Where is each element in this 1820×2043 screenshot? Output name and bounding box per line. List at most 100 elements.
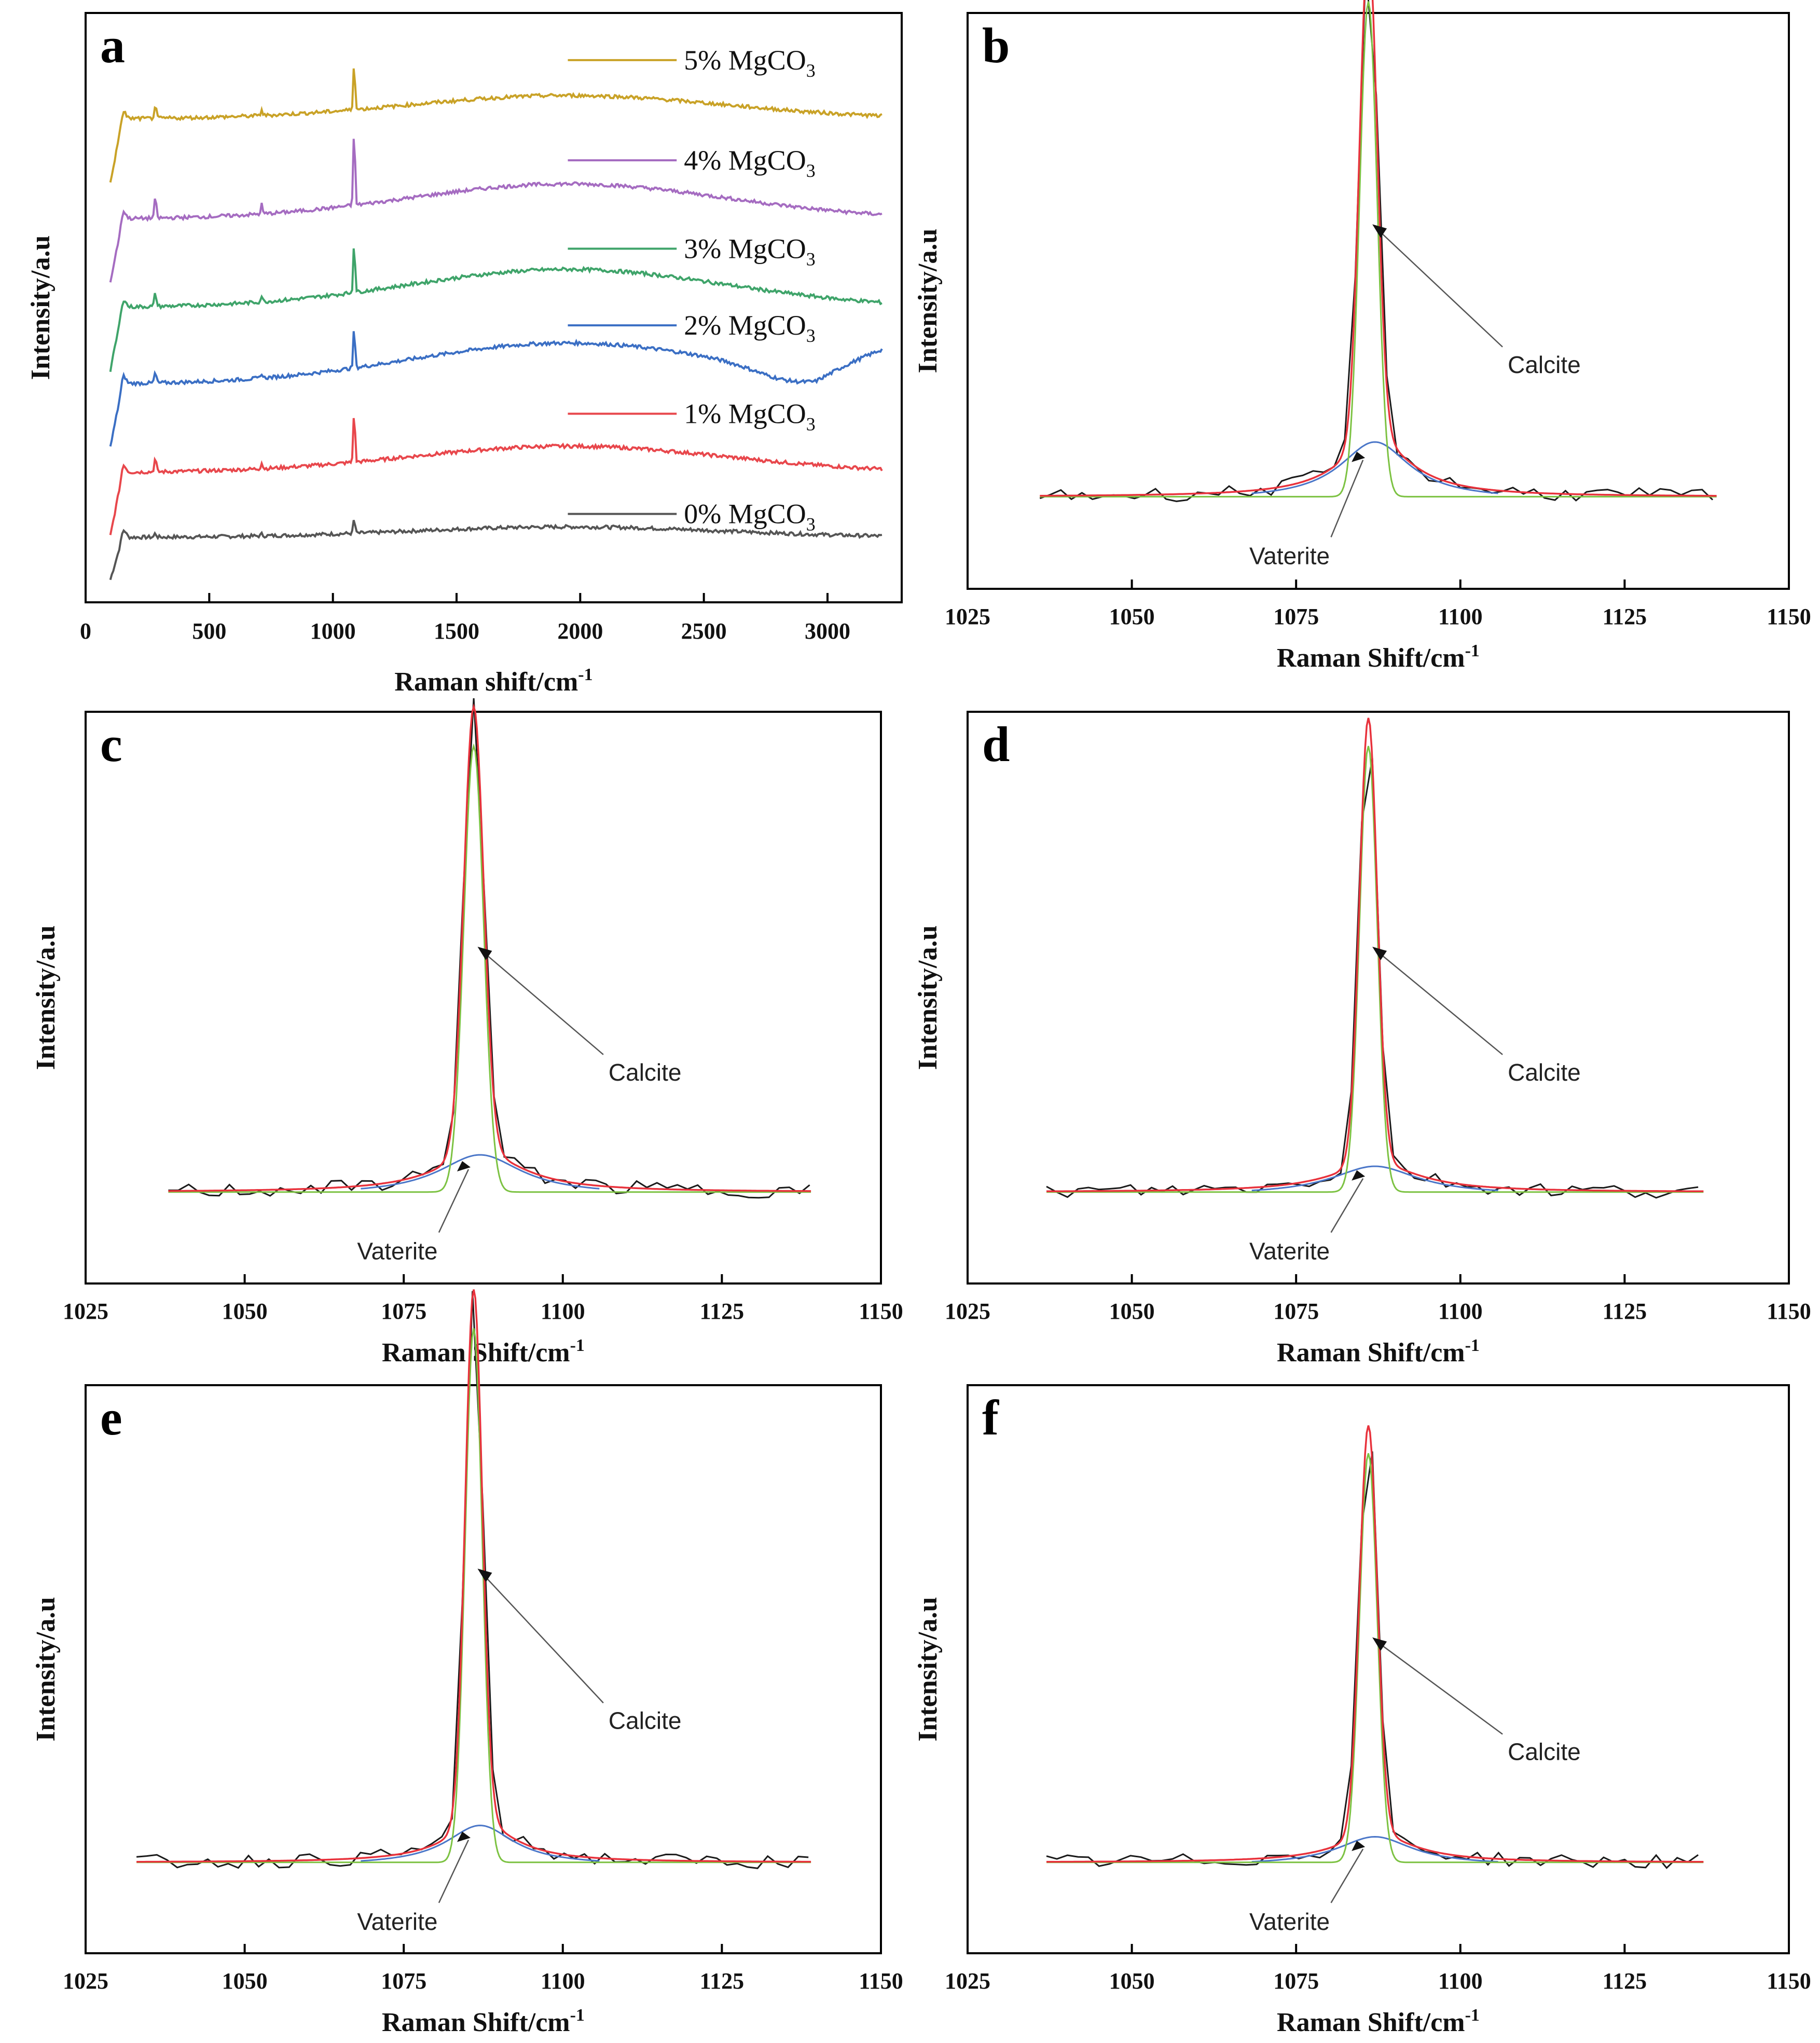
- x-tick-label: 1150: [859, 1299, 903, 1324]
- x-tick-label: 1150: [1767, 1968, 1811, 1994]
- vaterite-arrow-head: [1352, 1170, 1366, 1181]
- x-axis-title-superscript: -1: [570, 1336, 585, 1355]
- plot-frame: [85, 1384, 882, 1954]
- x-tick-label: 1075: [1273, 1299, 1319, 1324]
- calcite-arrow-head: [1372, 1637, 1387, 1651]
- x-axis-title-superscript: -1: [578, 665, 592, 684]
- x-tick-label: 1025: [63, 1299, 108, 1324]
- vaterite-annotation: Vaterite: [1249, 542, 1330, 569]
- x-tick-label: 1050: [1109, 1299, 1155, 1324]
- calcite-arrow-line: [480, 949, 604, 1055]
- x-tick-label: 1100: [1438, 604, 1483, 629]
- panel-letter: f: [982, 1390, 999, 1445]
- series-line-0: [109, 520, 883, 581]
- panel-f: 1025 1050 1075 1100 1125 1150 Raman Shift/cm-1…: [913, 1384, 1811, 2037]
- x-tick-label: 500: [192, 618, 226, 644]
- x-axis-title-superscript: -1: [1465, 1336, 1480, 1355]
- legend-label-1: 1% MgCO3: [684, 398, 816, 434]
- y-axis-title: Intensity/a.u: [913, 926, 943, 1070]
- x-tick-label: 1025: [945, 1968, 990, 1994]
- plot-frame: [85, 12, 903, 603]
- x-tick-label: 1100: [1438, 1299, 1483, 1324]
- panel-d: 1025 1050 1075 1100 1125 1150 Raman Shift/cm-1…: [913, 711, 1811, 1368]
- series-line-5: [109, 68, 883, 183]
- calcite-arrow-line: [480, 1571, 604, 1704]
- calcite-arrow-line: [1375, 227, 1503, 348]
- total-fit-line: [1046, 717, 1704, 1193]
- vaterite-annotation: Vaterite: [357, 1238, 437, 1265]
- x-tick-label: 3000: [805, 618, 850, 644]
- calcite-annotation: Calcite: [609, 1707, 682, 1734]
- x-tick-label: 2500: [681, 618, 727, 644]
- series-line-3: [109, 248, 883, 372]
- legend-label-2: 2% MgCO3: [684, 310, 816, 346]
- series-line-2: [109, 331, 883, 447]
- x-tick-label: 1150: [1767, 604, 1811, 629]
- panel-c: 1025 1050 1075 1100 1125 1150 Raman Shift/cm-1…: [31, 698, 903, 1368]
- plot-frame: [967, 12, 1790, 590]
- y-axis-title: Intensity/a.u: [26, 236, 56, 380]
- panel-letter: d: [982, 716, 1010, 772]
- legend-subscript: 3: [806, 325, 816, 346]
- x-tick-label: 1125: [700, 1968, 744, 1994]
- calcite-arrow-line: [1375, 949, 1503, 1055]
- raw-spectrum-line: [1039, 0, 1714, 502]
- x-axis-title: Raman Shift/cm-1: [382, 2006, 585, 2037]
- x-tick-label: 1050: [1109, 1968, 1155, 1994]
- y-axis-title: Intensity/a.u: [913, 1597, 943, 1742]
- legend-label-5: 5% MgCO3: [684, 45, 816, 81]
- x-tick-label: 1050: [1109, 604, 1155, 629]
- legend-label-4: 4% MgCO3: [684, 145, 816, 181]
- vaterite-arrow-head: [457, 1161, 471, 1171]
- vaterite-arrow-line: [1330, 460, 1364, 537]
- calcite-fit-line: [1046, 1453, 1704, 1863]
- x-tick-label: 1100: [1438, 1968, 1483, 1994]
- vaterite-arrow-line: [438, 1839, 470, 1903]
- calcite-annotation: Calcite: [1508, 351, 1581, 378]
- legend-label-3: 3% MgCO3: [684, 233, 816, 269]
- vaterite-arrow-line: [438, 1169, 470, 1233]
- plot-frame: [85, 711, 882, 1285]
- y-axis-title: Intensity/a.u: [31, 1597, 61, 1742]
- x-tick-label: 1100: [541, 1299, 585, 1324]
- x-tick-label: 1025: [63, 1968, 108, 1994]
- calcite-arrow-head: [477, 1568, 492, 1582]
- legend-subscript: 3: [806, 249, 816, 269]
- y-axis-title: Intensity/a.u: [913, 229, 943, 374]
- plot-frame: [967, 711, 1790, 1285]
- calcite-fit-line: [136, 1328, 811, 1863]
- calcite-annotation: Calcite: [1508, 1738, 1581, 1765]
- vaterite-annotation: Vaterite: [357, 1908, 437, 1935]
- x-tick-label: 1500: [434, 618, 479, 644]
- panel-letter: c: [100, 716, 122, 772]
- x-axis-title-superscript: -1: [1465, 2006, 1480, 2025]
- x-axis-title: Raman Shift/cm-1: [382, 1336, 585, 1368]
- vaterite-arrow-head: [457, 1831, 471, 1842]
- x-tick-label: 1075: [1273, 604, 1319, 629]
- x-tick-label: 1100: [541, 1968, 585, 1994]
- vaterite-arrow-head: [1352, 1841, 1366, 1851]
- vaterite-annotation: Vaterite: [1249, 1908, 1330, 1935]
- legend-label-0: 0% MgCO3: [684, 499, 816, 535]
- vaterite-fit-line: [1251, 1165, 1498, 1192]
- calcite-fit-line: [1040, 1, 1717, 498]
- panel-letter: a: [100, 18, 125, 73]
- x-axis-title-superscript: -1: [570, 2006, 585, 2025]
- legend-subscript: 3: [806, 160, 816, 181]
- x-tick-label: 0: [80, 618, 91, 644]
- legend-subscript: 3: [806, 514, 816, 535]
- x-axis-title: Raman Shift/cm-1: [1277, 1336, 1480, 1368]
- x-tick-label: 1050: [222, 1968, 268, 1994]
- x-axis-title: Raman Shift/cm-1: [1277, 2006, 1480, 2037]
- panel-letter: e: [100, 1390, 122, 1445]
- y-axis-title: Intensity/a.u: [31, 926, 61, 1070]
- vaterite-arrow-line: [1330, 1848, 1364, 1903]
- total-fit-line: [1040, 0, 1717, 497]
- vaterite-fit-line: [1251, 441, 1498, 494]
- panel-e: 1025 1050 1075 1100 1125 1150 Raman Shift/cm-1…: [31, 1289, 903, 2037]
- x-tick-label: 1125: [1603, 604, 1647, 629]
- calcite-arrow-head: [1372, 224, 1387, 238]
- x-tick-label: 1150: [1767, 1299, 1811, 1324]
- calcite-fit-line: [1046, 746, 1704, 1193]
